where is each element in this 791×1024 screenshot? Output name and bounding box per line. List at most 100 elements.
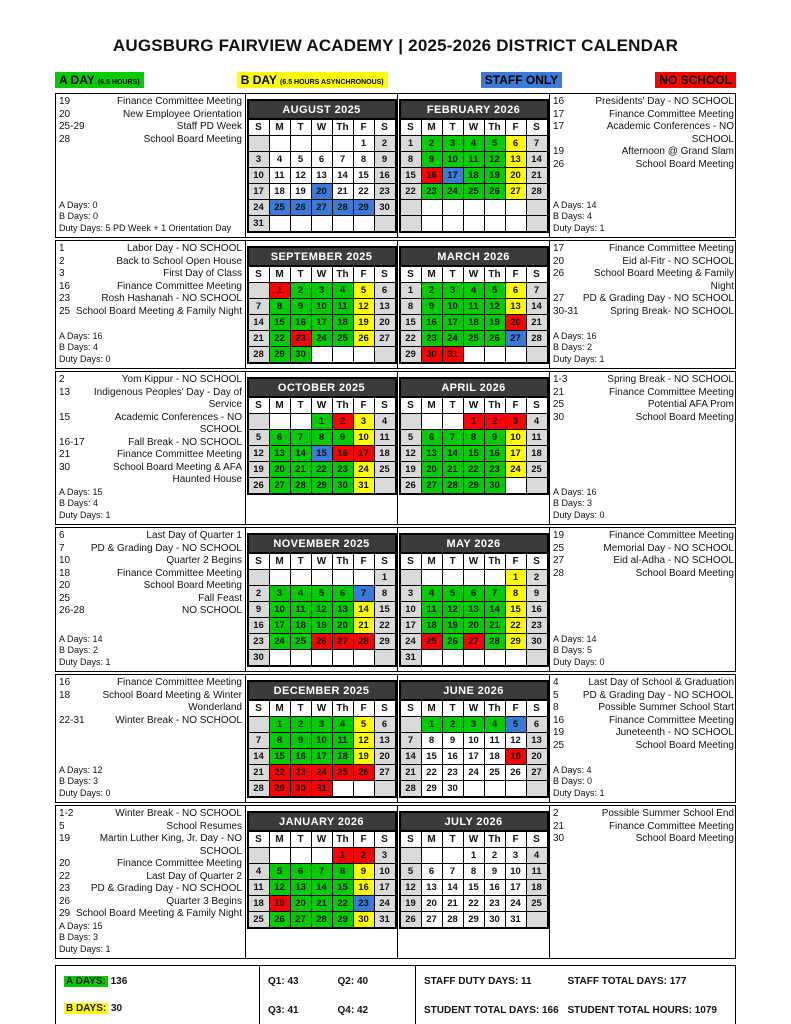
event-date: 20 [553,255,565,267]
event-item: 30 School Board Meeting [553,833,734,846]
event-label: Fall Feast [198,592,242,604]
day-header: M [268,265,291,283]
event-item: 16 Finance Committee Meeting [59,281,242,294]
day-cell: 8 [268,732,291,749]
day-cell: 6 [289,863,312,880]
day-cell: 18 [268,183,291,200]
day-cell: 6 [331,585,354,602]
event-item: 25 Memorial Day - NO SCHOOL [553,543,734,556]
day-header: Th [331,396,354,414]
day-cell: 28 [525,183,548,200]
day-cell: 26 [289,199,312,216]
day-header: S [525,265,548,283]
day-cell: 31 [441,346,464,364]
day-cell: 13 [525,732,548,749]
day-header: Th [483,118,506,136]
event-item: 26-28 NO SCHOOL [59,605,242,618]
day-cell: 12 [504,732,527,749]
event-label: School Board Meeting & Family Night [75,305,242,317]
month-cell: OCTOBER 2025 S M T W Th F S 1 2 3 4 5 6 7 8 9 10 11 12 13 14 1… [246,372,398,524]
calendar-march-2026: MARCH 2026 S M T W Th F S 1 2 3 4 5 6 7 8 9 10 11 12 13 14 15 1… [398,246,549,364]
event-label: Finance Committee Meeting [608,820,734,832]
day-cell: 12 [399,879,422,896]
month-stats [553,955,734,958]
day-cell: 25 [420,633,443,650]
day-cell: 2 [373,135,396,152]
day-cell [504,477,527,495]
event-item: 20 Eid al-Fitr - NO SCHOOL [553,256,734,269]
day-cell: 17 [399,617,422,634]
day-cell: 29 [310,477,333,495]
day-cell: 16 [441,748,464,765]
event-label: Finance Committee Meeting [608,530,734,541]
event-item: 13 Indigenous Peoples' Day - Day of Servi… [59,387,242,412]
event-date: 26 [59,895,71,907]
day-cell: 19 [352,748,375,765]
day-cell: 20 [504,167,527,184]
event-label: Spring Break- NO SCHOOL [610,305,734,317]
day-cell [504,199,527,216]
notes-right: 1-3 Spring Break - NO SCHOOL 21 Finance Com… [550,372,737,524]
month-stats: A Days: 16 B Days: 4 Duty Days: 0 [59,331,242,369]
event-label: Afternoon @ Grand Slam [621,146,734,157]
day-cell: 5 [268,863,291,880]
event-date: 2 [59,374,65,385]
day-cell [525,649,548,667]
day-cell: 18 [525,879,548,896]
day-cell: 2 [483,847,506,864]
day-header: T [289,552,312,570]
event-date: 19 [59,96,71,107]
day-header: F [504,830,527,848]
event-item: 29 School Board Meeting & Family Night [59,908,242,921]
day-header: M [420,552,443,570]
day-cell [504,780,527,798]
day-cell: 27 [373,764,396,781]
day-cell: 31 [247,215,270,233]
event-date: 20 [59,858,71,869]
day-cell: 31 [399,649,422,667]
event-date: 8 [553,702,559,713]
event-item: 1-3 Spring Break - NO SCHOOL [553,374,734,387]
day-cell: 2 [289,282,312,299]
calendar-july-2026: JULY 2026 S M T W Th F S 1 2 3 4 5 6 7 8 9 10 11 12 13 14 15 16… [398,811,549,929]
day-cell [247,716,270,733]
event-date: 10 [59,555,71,566]
stat-line: A Days: 4 [553,764,592,775]
day-header: S [373,118,396,136]
day-cell [310,569,333,586]
day-header: S [373,830,396,848]
day-cell: 9 [352,863,375,880]
day-cell: 27 [289,911,312,929]
day-cell: 12 [483,298,506,315]
event-item: 19 Afternoon @ Grand Slam [553,146,734,159]
event-label: Finance Committee Meeting [116,677,242,688]
day-header: S [247,699,270,717]
day-cell: 22 [462,461,485,478]
event-item: 21 Finance Committee Meeting [553,821,734,834]
stat-line: Duty Days: 1 [59,509,111,520]
day-cell: 9 [420,151,443,168]
student-total-hours: STUDENT TOTAL HOURS: 1079 [567,1005,717,1016]
day-cell: 28 [352,633,375,650]
event-date: 15 [59,411,71,423]
event-label: Finance Committee Meeting [608,108,734,120]
day-cell: 18 [289,617,312,634]
day-cell: 22 [399,330,422,347]
day-cell: 25 [462,330,485,347]
day-cell [483,346,506,364]
day-cell [268,135,291,152]
day-cell [525,911,548,929]
day-cell [525,346,548,364]
day-cell: 10 [462,732,485,749]
stat-line: Duty Days: 5 PD Week + 1 Orientation Day [59,222,232,233]
day-cell: 2 [352,847,375,864]
day-cell: 24 [504,895,527,912]
notes-right: 17 Finance Committee Meeting 20 Eid al-Fitr… [550,241,737,368]
day-cell: 8 [462,429,485,446]
day-cell [331,780,354,798]
stat-line: B Days: 4 [553,211,593,221]
legend-item-a-day: A DAY (6.5 HOURS) [55,72,144,88]
event-label: Finance Committee Meeting [116,858,242,869]
day-cell [289,413,312,430]
event-date: 30 [553,833,565,844]
